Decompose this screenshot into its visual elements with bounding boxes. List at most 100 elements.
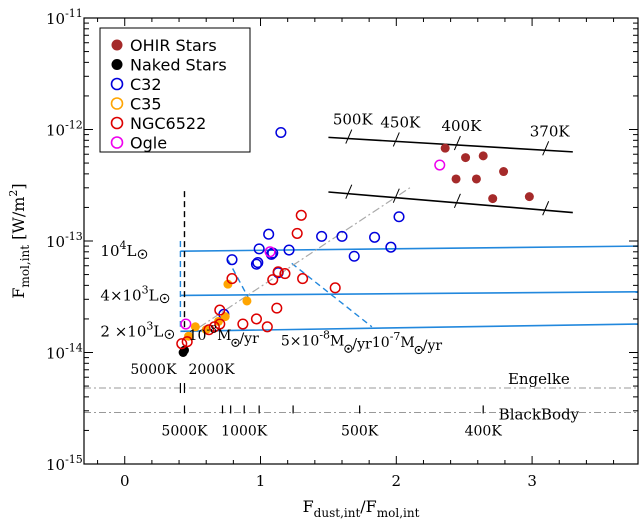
label-base: F bbox=[9, 288, 28, 299]
data-point bbox=[440, 143, 450, 153]
data-point bbox=[214, 304, 226, 316]
label-superscript: -8 bbox=[206, 323, 217, 336]
mass-loss-label: 10-7M bbox=[372, 330, 415, 351]
luminosity-label: 4×103L bbox=[100, 283, 158, 304]
label-tail: L bbox=[127, 242, 137, 260]
data-point bbox=[283, 244, 295, 256]
data-point bbox=[242, 296, 252, 306]
blackbody-temperature-label: 400K bbox=[465, 423, 503, 439]
temperature-band-label: 500K bbox=[333, 111, 374, 129]
data-point bbox=[190, 322, 200, 332]
temperature-band-label: 370K bbox=[530, 122, 571, 140]
data-point bbox=[226, 273, 238, 285]
sun-symbol-dot bbox=[347, 347, 350, 350]
mass-loss-label-tail: /yr bbox=[352, 337, 372, 353]
temperature-band-line bbox=[328, 191, 573, 214]
label-base: 5×10 bbox=[281, 334, 319, 350]
blackbody-temperature-label: 5000K bbox=[161, 423, 208, 439]
label-base: 2 ×10 bbox=[100, 322, 146, 340]
temperature-band-tick bbox=[542, 141, 550, 156]
data-point bbox=[261, 321, 273, 333]
label-base: F bbox=[303, 497, 314, 516]
data-point bbox=[471, 174, 481, 184]
data-point bbox=[237, 318, 249, 330]
mass-loss-label: 5×10-8M bbox=[281, 329, 345, 350]
legend-marker bbox=[111, 39, 123, 51]
temperature-band-tick bbox=[392, 132, 400, 147]
engelke-label: Engelke bbox=[508, 370, 570, 388]
label-tail: M bbox=[217, 328, 231, 344]
label-superscript: 2 bbox=[7, 190, 20, 197]
x-axis-title: Fdust,int/Fmol,int bbox=[303, 497, 420, 520]
data-point bbox=[279, 268, 291, 280]
data-point bbox=[461, 153, 471, 163]
reference-lines bbox=[84, 129, 639, 414]
sun-symbol-dot bbox=[141, 253, 144, 256]
label-base: 10 bbox=[100, 242, 119, 260]
data-point bbox=[499, 167, 509, 177]
sun-symbol-dot bbox=[234, 341, 237, 344]
legend-label: Naked Stars bbox=[130, 56, 227, 75]
diagonal-line bbox=[185, 187, 411, 337]
temperature-band-label: 400K bbox=[441, 117, 482, 135]
data-point bbox=[272, 266, 284, 278]
legend-marker bbox=[110, 136, 124, 149]
mass-loss-label: 10-8M bbox=[189, 323, 232, 344]
label-base: /F bbox=[360, 497, 377, 516]
blackbody-temperature-label: 500K bbox=[341, 423, 379, 439]
label-base: 10 bbox=[189, 328, 207, 344]
data-point bbox=[223, 279, 233, 289]
data-point bbox=[252, 257, 264, 269]
data-point bbox=[275, 126, 287, 139]
axes: 0 1 2 310-1510-1410-1310-1210-11Fdust,int/F… bbox=[7, 7, 639, 520]
data-point bbox=[297, 273, 309, 285]
label-superscript: 4 bbox=[120, 239, 127, 252]
legend-label: C32 bbox=[130, 75, 162, 94]
data-point bbox=[181, 336, 193, 348]
sun-symbol-dot bbox=[163, 297, 166, 300]
data-point bbox=[316, 230, 328, 242]
data-point bbox=[348, 250, 360, 262]
luminosity-line bbox=[180, 291, 639, 297]
mass-loss-line bbox=[291, 262, 373, 328]
data-point bbox=[264, 246, 276, 258]
legend-label: OHIR Stars bbox=[130, 36, 217, 55]
sun-symbol bbox=[344, 344, 353, 353]
engelke-temperature-label: 5000K bbox=[130, 362, 177, 378]
data-point bbox=[488, 194, 498, 204]
data-point bbox=[203, 324, 215, 336]
legend-marker bbox=[110, 77, 124, 91]
data-point bbox=[393, 211, 405, 223]
x-tick-label: 2 bbox=[392, 472, 402, 490]
luminosity-line bbox=[180, 245, 639, 253]
data-point bbox=[451, 174, 461, 184]
legend-marker bbox=[110, 97, 124, 110]
label-superscript: -7 bbox=[390, 330, 401, 343]
label-superscript: -12 bbox=[65, 119, 83, 132]
temperature-band-label: 450K bbox=[380, 113, 421, 131]
legend-box bbox=[99, 27, 251, 153]
data-point bbox=[214, 318, 226, 330]
x-tick-label: 0 bbox=[120, 472, 130, 490]
legend-marker bbox=[110, 116, 124, 130]
data-point bbox=[329, 282, 341, 294]
sun-symbol bbox=[164, 329, 175, 339]
label-superscript: -15 bbox=[65, 453, 83, 466]
data-point bbox=[295, 209, 307, 221]
label-superscript: 3 bbox=[146, 319, 153, 332]
label-superscript: -13 bbox=[65, 230, 83, 243]
sun-symbol bbox=[414, 345, 423, 355]
legend-marker bbox=[111, 59, 123, 70]
temperature-band-tick bbox=[345, 184, 353, 199]
data-point bbox=[267, 274, 279, 286]
temperature-band-tick bbox=[453, 135, 461, 151]
data-point bbox=[434, 159, 446, 171]
data-point bbox=[524, 192, 534, 202]
legend-label: Ogle bbox=[130, 134, 167, 153]
data-point bbox=[291, 227, 303, 239]
sun-symbol bbox=[159, 293, 170, 304]
label-superscript: -8 bbox=[319, 329, 330, 342]
temperature-band-line bbox=[328, 136, 573, 153]
mass-loss-label-tail: /yr bbox=[239, 331, 259, 347]
